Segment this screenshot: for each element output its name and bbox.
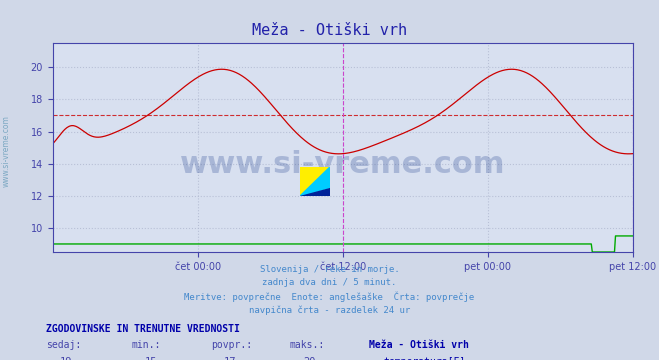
Text: zadnja dva dni / 5 minut.: zadnja dva dni / 5 minut. <box>262 278 397 287</box>
Text: 15: 15 <box>145 357 158 360</box>
Polygon shape <box>300 188 330 196</box>
Text: 17: 17 <box>224 357 237 360</box>
Text: www.si-vreme.com: www.si-vreme.com <box>180 150 505 179</box>
Text: 19: 19 <box>59 357 72 360</box>
Text: Slovenija / reke in morje.: Slovenija / reke in morje. <box>260 265 399 274</box>
Polygon shape <box>300 167 330 196</box>
Text: Meritve: povprečne  Enote: anglešaške  Črta: povprečje: Meritve: povprečne Enote: anglešaške Črt… <box>185 292 474 302</box>
Polygon shape <box>300 167 330 196</box>
Text: povpr.:: povpr.: <box>211 340 252 350</box>
Text: sedaj:: sedaj: <box>46 340 81 350</box>
Text: 20: 20 <box>303 357 316 360</box>
Text: min.:: min.: <box>132 340 161 350</box>
Text: temperatura[F]: temperatura[F] <box>384 357 466 360</box>
Text: navpična črta - razdelek 24 ur: navpična črta - razdelek 24 ur <box>249 306 410 315</box>
Text: www.si-vreme.com: www.si-vreme.com <box>2 115 11 187</box>
Text: ZGODOVINSKE IN TRENUTNE VREDNOSTI: ZGODOVINSKE IN TRENUTNE VREDNOSTI <box>46 324 240 334</box>
Text: maks.:: maks.: <box>290 340 325 350</box>
Text: Meža - Otiški vrh: Meža - Otiški vrh <box>369 340 469 350</box>
Text: Meža - Otiški vrh: Meža - Otiški vrh <box>252 23 407 39</box>
